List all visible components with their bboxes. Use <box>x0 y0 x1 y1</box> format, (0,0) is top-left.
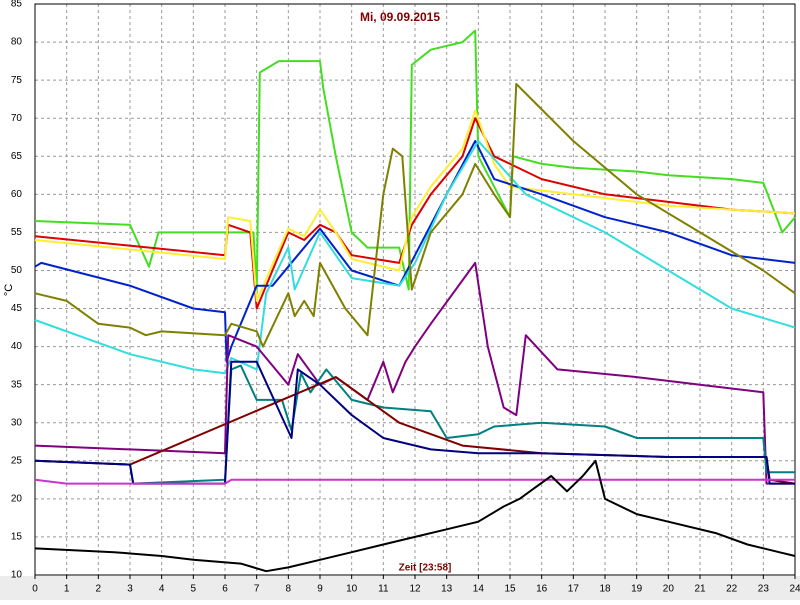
series-line <box>34 29 796 295</box>
y-tick-label: 80 <box>11 37 23 48</box>
series-line <box>34 261 795 485</box>
y-tick-label: 70 <box>11 113 23 124</box>
x-tick-label: 9 <box>317 584 323 595</box>
x-tick-label: 19 <box>631 584 643 595</box>
series-line <box>34 140 796 363</box>
x-tick-label: 5 <box>191 584 197 595</box>
x-tick-label: 4 <box>159 584 165 595</box>
x-tick-label: 18 <box>599 584 611 595</box>
x-tick-label: 13 <box>441 584 453 595</box>
x-axis-strip <box>0 576 800 600</box>
series-line <box>34 82 796 348</box>
y-tick-label: 20 <box>11 494 23 505</box>
y-tick-label: 15 <box>11 532 23 543</box>
x-tick-label: 15 <box>504 584 516 595</box>
x-tick-label: 14 <box>473 584 485 595</box>
y-tick-label: 10 <box>11 570 23 581</box>
y-tick-label: 40 <box>11 341 23 352</box>
x-tick-label: 8 <box>286 584 292 595</box>
y-tick-label: 75 <box>11 75 23 86</box>
x-tick-label: 10 <box>346 584 358 595</box>
x-tick-label: 22 <box>726 584 738 595</box>
x-tick-label: 24 <box>789 584 800 595</box>
y-axis-label: °C <box>3 284 15 296</box>
series-line <box>34 478 795 485</box>
x-tick-label: 2 <box>96 584 102 595</box>
plot-border <box>34 3 796 576</box>
x-tick-label: 23 <box>758 584 770 595</box>
y-tick-label: 25 <box>11 455 23 466</box>
y-tick-label: 45 <box>11 303 23 314</box>
x-tick-label: 3 <box>127 584 133 595</box>
y-tick-label: 65 <box>11 151 23 162</box>
x-tick-label: 12 <box>409 584 421 595</box>
y-tick-label: 60 <box>11 189 23 200</box>
chart-title: Mi, 09.09.2015 <box>360 10 440 24</box>
x-tick-label: 6 <box>222 584 228 595</box>
x-tick-label: 20 <box>663 584 675 595</box>
x-tick-label: 16 <box>536 584 548 595</box>
x-tick-label: 1 <box>64 584 70 595</box>
series-line <box>34 140 796 375</box>
x-tick-label: 21 <box>694 584 706 595</box>
x-tick-label: 0 <box>32 584 38 595</box>
x-tick-label: 7 <box>254 584 260 595</box>
y-tick-label: 30 <box>11 417 23 428</box>
y-tick-label: 85 <box>11 0 23 10</box>
x-axis-label: Zeit [23:58] <box>399 563 452 574</box>
y-tick-label: 35 <box>11 379 23 390</box>
series-line <box>34 459 796 573</box>
x-tick-label: 11 <box>378 584 389 595</box>
y-tick-label: 50 <box>11 265 23 276</box>
y-tick-label: 55 <box>11 227 23 238</box>
x-tick-label: 17 <box>568 584 580 595</box>
